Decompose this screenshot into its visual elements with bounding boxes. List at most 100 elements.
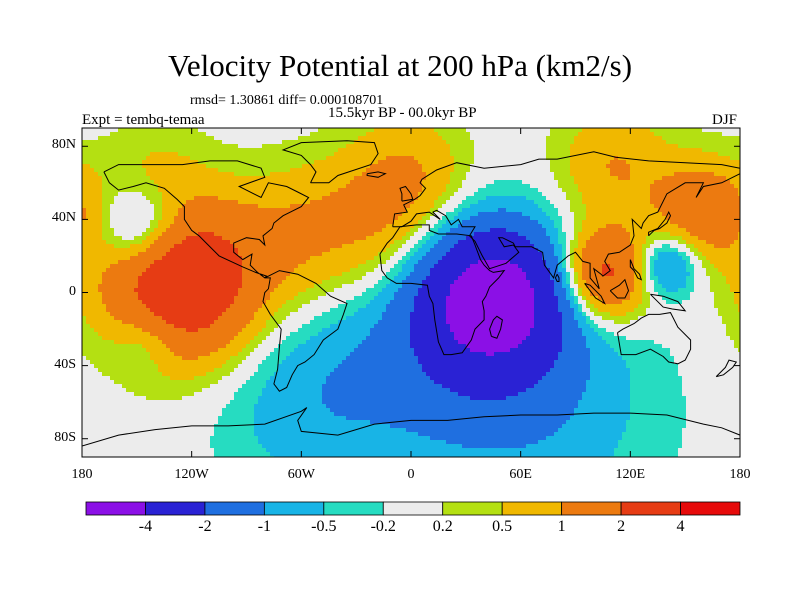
field-cell [522, 148, 527, 153]
field-cell [426, 140, 431, 145]
field-cell [198, 240, 203, 245]
field-cell [90, 156, 95, 161]
field-cell [594, 220, 599, 225]
field-cell [382, 164, 387, 169]
field-cell [634, 200, 639, 205]
field-cell [266, 136, 271, 141]
field-cell [510, 232, 515, 237]
field-cell [638, 228, 643, 233]
field-cell [714, 128, 719, 133]
field-cell [150, 244, 155, 249]
field-cell [338, 176, 343, 181]
field-cell [262, 180, 267, 185]
field-cell [246, 188, 251, 193]
field-cell [462, 144, 467, 149]
field-cell [90, 168, 95, 173]
field-cell [602, 216, 607, 221]
field-cell [650, 144, 655, 149]
field-cell [286, 128, 291, 133]
field-cell [726, 208, 731, 213]
field-cell [510, 180, 515, 185]
field-cell [178, 232, 183, 237]
field-cell [522, 216, 527, 221]
field-cell [630, 212, 635, 217]
field-cell [146, 220, 151, 225]
field-cell [682, 172, 687, 177]
field-cell [478, 168, 483, 173]
field-cell [646, 152, 651, 157]
field-cell [162, 148, 167, 153]
field-cell [286, 192, 291, 197]
field-cell [658, 184, 663, 189]
field-cell [554, 176, 559, 181]
field-cell [730, 136, 735, 141]
field-cell [278, 184, 283, 189]
field-cell [430, 176, 435, 181]
field-cell [370, 176, 375, 181]
field-cell [438, 204, 443, 209]
field-cell [342, 196, 347, 201]
field-cell [638, 172, 643, 177]
field-cell [642, 204, 647, 209]
field-cell [166, 236, 171, 241]
field-cell [182, 232, 187, 237]
field-cell [570, 212, 575, 217]
field-cell [366, 160, 371, 165]
field-cell [382, 204, 387, 209]
field-cell [254, 168, 259, 173]
field-cell [534, 180, 539, 185]
field-cell [134, 248, 139, 253]
field-cell [394, 192, 399, 197]
field-cell [326, 128, 331, 133]
field-cell [726, 148, 731, 153]
field-cell [662, 176, 667, 181]
field-cell [278, 172, 283, 177]
field-cell [282, 180, 287, 185]
field-cell [230, 152, 235, 157]
field-cell [278, 200, 283, 205]
field-cell [726, 212, 731, 217]
field-cell [406, 148, 411, 153]
field-cell [498, 136, 503, 141]
field-cell [222, 148, 227, 153]
field-cell [130, 212, 135, 217]
field-cell [518, 216, 523, 221]
field-cell [554, 168, 559, 173]
field-cell [586, 240, 591, 245]
field-cell [518, 180, 523, 185]
field-cell [490, 220, 495, 225]
field-cell [494, 176, 499, 181]
field-cell [346, 224, 351, 229]
field-cell [242, 132, 247, 137]
field-cell [622, 196, 627, 201]
field-cell [522, 136, 527, 141]
field-cell [534, 240, 539, 245]
field-cell [502, 144, 507, 149]
field-cell [314, 168, 319, 173]
field-cell [726, 172, 731, 177]
field-cell [734, 212, 739, 217]
field-cell [618, 228, 623, 233]
field-cell [110, 144, 115, 149]
field-cell [258, 204, 263, 209]
field-cell [358, 244, 363, 249]
field-cell [354, 196, 359, 201]
field-cell [98, 196, 103, 201]
field-cell [734, 168, 739, 173]
field-cell [474, 160, 479, 165]
field-cell [294, 168, 299, 173]
field-cell [90, 180, 95, 185]
field-cell [698, 128, 703, 133]
field-cell [402, 152, 407, 157]
field-cell [418, 132, 423, 137]
field-cell [438, 132, 443, 137]
field-cell [354, 144, 359, 149]
field-cell [238, 164, 243, 169]
field-cell [502, 208, 507, 213]
field-cell [482, 204, 487, 209]
field-cell [342, 132, 347, 137]
field-cell [246, 200, 251, 205]
field-cell [686, 232, 691, 237]
field-cell [510, 164, 515, 169]
field-cell [594, 180, 599, 185]
